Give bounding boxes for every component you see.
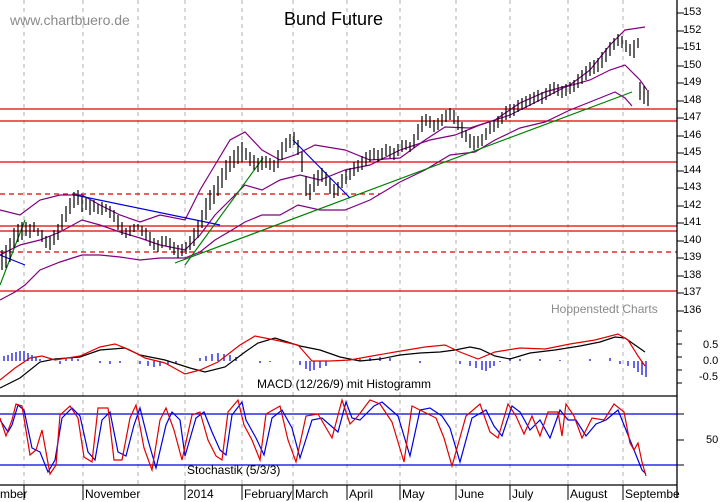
macd-y-tick: 0.5	[703, 339, 719, 351]
stoch-d-line	[0, 400, 647, 475]
y-tick: 139	[683, 251, 702, 263]
y-tick: 142	[683, 199, 702, 211]
y-tick: 137	[683, 286, 702, 298]
support-resistance-lines	[0, 108, 677, 292]
right-axis-ticks	[677, 12, 684, 466]
price-bars	[1, 34, 649, 270]
x-tick: mber	[0, 487, 28, 501]
x-tick: May	[402, 487, 425, 501]
y-tick: 152	[683, 24, 702, 36]
x-tick: Septembe	[625, 487, 680, 501]
macd-y-tick: 0.0	[703, 355, 719, 367]
stoch-k-line	[0, 397, 647, 477]
macd-line	[0, 333, 646, 381]
macd-y-tick: -0.5	[699, 371, 718, 383]
chart-title: Bund Future	[284, 9, 384, 29]
y-tick: 138	[683, 269, 702, 281]
y-tick: 153	[683, 6, 702, 18]
y-tick: 150	[683, 59, 702, 71]
x-tick: April	[349, 487, 374, 501]
credit-label: Hoppenstedt Charts	[551, 302, 658, 316]
macd-signal-line	[0, 336, 646, 389]
y-tick: 151	[683, 41, 702, 53]
y-tick: 143	[683, 181, 702, 193]
stoch-y-tick: 50	[706, 434, 719, 446]
x-tick: July	[512, 487, 534, 501]
x-tick: August	[570, 487, 608, 501]
y-tick: 148	[683, 94, 702, 106]
y-tick: 140	[683, 234, 702, 246]
y-tick: 146	[683, 129, 702, 141]
y-tick: 149	[683, 76, 702, 88]
macd-panel-label: MACD (12/26/9) mit Histogramm	[257, 377, 432, 391]
x-tick: 2014	[187, 487, 214, 501]
stochastic-panel-label: Stochastik (5/3/3)	[187, 463, 281, 477]
macd-histogram	[3, 351, 647, 377]
y-tick: 147	[683, 111, 702, 123]
x-tick: March	[295, 487, 329, 501]
vertical-gridlines	[23, 0, 624, 485]
bollinger-bands	[0, 26, 648, 301]
y-tick: 144	[683, 164, 702, 176]
x-tick: November	[85, 487, 141, 501]
watermark: www.chartbuero.de	[10, 12, 130, 28]
y-tick: 141	[683, 216, 702, 228]
x-axis	[0, 484, 677, 500]
x-tick: June	[458, 487, 485, 501]
x-tick: February	[244, 487, 293, 501]
y-tick: 136	[683, 304, 702, 316]
y-tick: 145	[683, 146, 702, 158]
trend-lines	[0, 91, 633, 286]
